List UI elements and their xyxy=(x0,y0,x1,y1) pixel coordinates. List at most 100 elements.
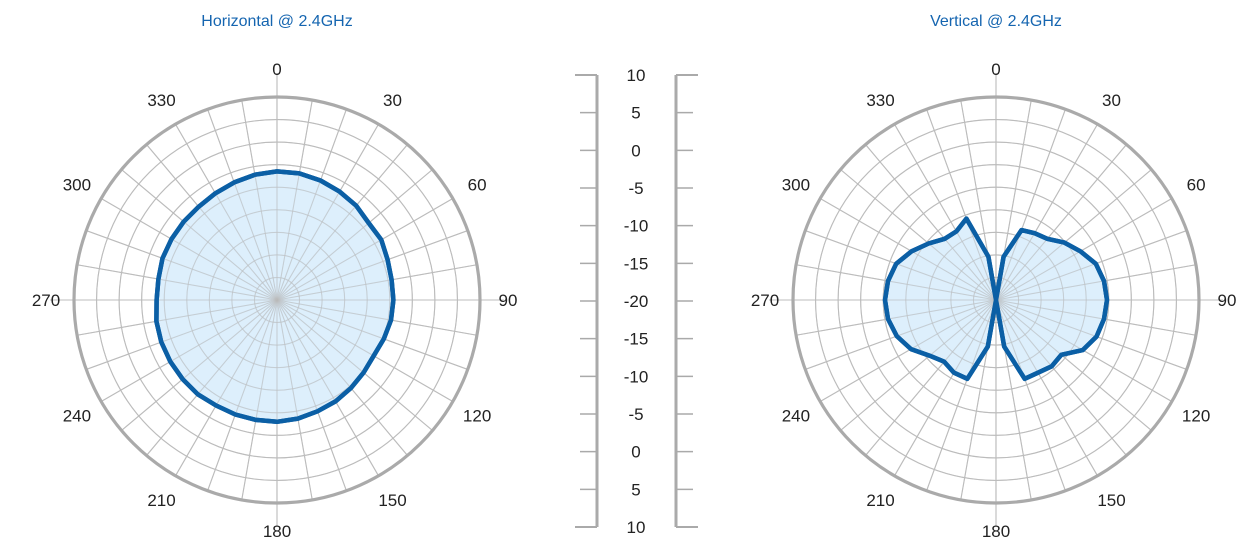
angle-label-300: 300 xyxy=(63,176,91,195)
grid-spoke-overlay xyxy=(276,299,347,491)
grid-spoke-overlay xyxy=(146,299,278,456)
scale-label: -10 xyxy=(624,217,649,236)
angle-label-30: 30 xyxy=(1102,91,1121,110)
grid-spoke-overlay xyxy=(995,299,1197,336)
grid-spoke-overlay xyxy=(276,299,454,402)
grid-spoke-overlay xyxy=(995,198,1173,301)
grid-spoke-overlay xyxy=(207,299,278,491)
grid-spoke-overlay xyxy=(995,123,1098,301)
scale-label: -5 xyxy=(628,179,643,198)
grid-spoke-overlay xyxy=(241,299,278,501)
grid-spoke-overlay xyxy=(146,144,278,301)
grid-spoke-overlay xyxy=(865,144,997,301)
scale-label: -10 xyxy=(624,367,649,386)
horizontal-angle-labels: 0 30 60 90 120 150 180 210 240 270 300 330 xyxy=(32,60,518,541)
angle-label-0: 0 xyxy=(272,60,281,79)
angle-label-330: 330 xyxy=(147,91,175,110)
horizontal-chart-title: Horizontal @ 2.4GHz xyxy=(201,13,352,30)
scale-label: 0 xyxy=(631,141,640,160)
angle-label-30: 30 xyxy=(383,91,402,110)
angle-label-330: 330 xyxy=(866,91,894,110)
vertical-outer-ring xyxy=(791,95,1201,505)
grid-spoke-overlay xyxy=(840,299,997,431)
scale-label: 10 xyxy=(627,66,646,85)
angle-label-150: 150 xyxy=(1097,491,1125,510)
grid-spoke-overlay xyxy=(995,299,1098,477)
scale-label: -5 xyxy=(628,405,643,424)
pattern-trace-outline xyxy=(154,169,396,425)
angle-label-210: 210 xyxy=(866,491,894,510)
scale-label: 5 xyxy=(631,104,640,123)
pattern-trace-outline xyxy=(882,216,1110,382)
grid-spoke-overlay xyxy=(995,264,1197,301)
grid-spoke-overlay xyxy=(995,169,1152,301)
horizontal-outer-ring xyxy=(72,95,482,505)
grid-spoke-overlay xyxy=(276,169,433,301)
grid-spoke-overlay xyxy=(100,198,278,301)
horizontal-polar-chart: Horizontal @ 2.4GHz 0 30 60 90 120 150 180 210 2… xyxy=(32,13,518,541)
grid-spoke-overlay xyxy=(865,299,997,456)
angle-label-300: 300 xyxy=(782,176,810,195)
grid-spoke-overlay xyxy=(995,299,1187,370)
scale-label: 0 xyxy=(631,443,640,462)
grid-spoke-overlay xyxy=(995,230,1187,301)
grid-spoke-overlay xyxy=(795,299,997,336)
angle-label-150: 150 xyxy=(378,491,406,510)
angle-label-90: 90 xyxy=(1218,291,1237,310)
grid-spoke-overlay xyxy=(276,299,379,477)
grid-spoke-overlay xyxy=(995,299,1066,491)
grid-spoke-overlay xyxy=(76,299,278,336)
vertical-angle-labels: 0 30 60 90 120 150 180 210 240 270 300 330 xyxy=(751,60,1237,541)
angle-label-210: 210 xyxy=(147,491,175,510)
angle-label-270: 270 xyxy=(751,291,779,310)
grid-spoke-overlay xyxy=(276,299,408,456)
grid-spoke-overlay xyxy=(276,299,478,336)
grid-spoke-overlay xyxy=(805,230,997,301)
grid-spoke-overlay xyxy=(276,299,313,501)
grid-spoke-overlay xyxy=(819,198,997,301)
scale-label: 10 xyxy=(627,518,646,537)
grid-spoke-overlay xyxy=(276,109,347,301)
grid-spoke-overlay xyxy=(86,230,278,301)
grid-spoke-overlay xyxy=(175,123,278,301)
grid-spoke-overlay xyxy=(100,299,278,402)
angle-label-0: 0 xyxy=(991,60,1000,79)
grid-spoke-overlay xyxy=(995,299,1152,431)
grid-spoke-overlay xyxy=(86,299,278,370)
grid-spoke-overlay xyxy=(175,299,278,477)
vertical-chart-title: Vertical @ 2.4GHz xyxy=(930,13,1062,30)
angle-label-60: 60 xyxy=(1187,176,1206,195)
angle-label-180: 180 xyxy=(982,522,1010,541)
grid-spoke-overlay xyxy=(276,123,379,301)
grid-spoke-overlay xyxy=(121,299,278,431)
angle-label-180: 180 xyxy=(263,522,291,541)
vertical-polar-chart: Vertical @ 2.4GHz 0 30 60 90 120 150 180 210 240… xyxy=(751,13,1237,541)
scale-label: -15 xyxy=(624,254,649,273)
angle-label-120: 120 xyxy=(463,407,491,426)
grid-spoke-overlay xyxy=(995,299,1127,456)
angle-label-90: 90 xyxy=(499,291,518,310)
grid-spoke-overlay xyxy=(241,99,278,301)
grid-spoke-overlay xyxy=(276,198,454,301)
angle-label-120: 120 xyxy=(1182,407,1210,426)
grid-spoke-overlay xyxy=(276,144,408,301)
grid-spoke-overlay xyxy=(805,299,997,370)
grid-spoke-overlay xyxy=(894,123,997,301)
grid-spoke-overlay xyxy=(76,264,278,301)
grid-spoke-overlay xyxy=(894,299,997,477)
scale-label: -20 xyxy=(624,292,649,311)
grid-spoke-overlay xyxy=(207,109,278,301)
grid-spoke-overlay xyxy=(276,299,468,370)
db-scale: 10 5 0 -5 -10 -15 -20 -15 -10 -5 0 5 10 xyxy=(575,66,698,537)
angle-label-240: 240 xyxy=(63,407,91,426)
angle-label-240: 240 xyxy=(782,407,810,426)
grid-spoke-overlay xyxy=(995,109,1066,301)
grid-spoke-overlay xyxy=(121,169,278,301)
grid-spoke-overlay xyxy=(276,99,313,301)
grid-overlay xyxy=(74,97,480,503)
grid-overlay xyxy=(793,97,1199,503)
grid-spoke-overlay xyxy=(276,230,468,301)
angle-label-270: 270 xyxy=(32,291,60,310)
grid-spoke-overlay xyxy=(995,144,1127,301)
